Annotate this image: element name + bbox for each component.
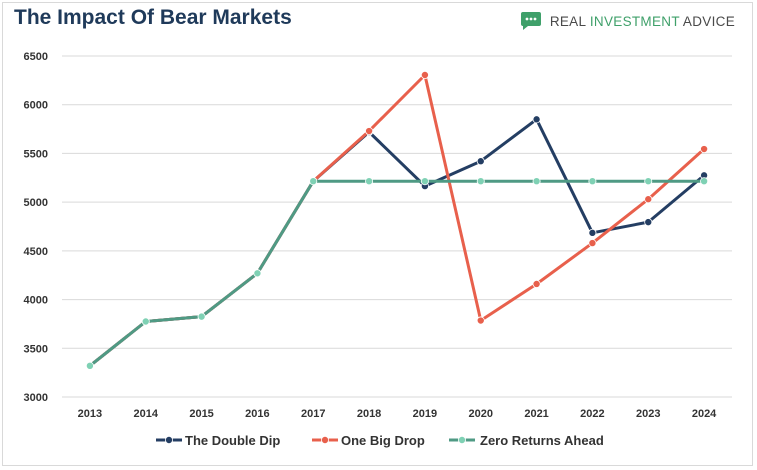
y-tick-label: 6000: [24, 100, 48, 112]
brand-logo: REAL INVESTMENT ADVICE: [519, 9, 735, 33]
legend-label: Zero Returns Ahead: [480, 433, 604, 448]
data-point: [644, 195, 653, 204]
data-point: [85, 361, 94, 370]
series-line-0: [88, 117, 706, 368]
y-tick-label: 4000: [24, 295, 48, 307]
brand-name-part-1: REAL: [549, 13, 590, 29]
data-point: [365, 127, 374, 136]
x-tick-label: 2019: [413, 408, 437, 420]
chat-bubble-icon: [520, 12, 541, 30]
x-tick-label: 2023: [636, 408, 660, 420]
data-point: [365, 177, 374, 186]
x-tick-label: 2016: [245, 408, 269, 420]
data-point: [141, 317, 150, 326]
data-point: [309, 177, 318, 186]
brand-name: REAL INVESTMENT ADVICE: [550, 14, 735, 29]
legend-label: One Big Drop: [341, 433, 425, 448]
y-tick-label: 5000: [24, 197, 48, 209]
data-point: [532, 279, 541, 288]
brand-name-part-2: ADVICE: [679, 13, 735, 29]
chart-title: The Impact Of Bear Markets: [14, 6, 292, 29]
x-tick-label: 2024: [692, 408, 717, 420]
data-point: [420, 177, 429, 186]
data-point: [644, 218, 653, 227]
data-point: [476, 177, 485, 186]
series-line-1: [88, 73, 706, 368]
legend-swatch-marker: [457, 435, 466, 444]
data-point: [588, 177, 597, 186]
x-tick-label: 2018: [357, 408, 381, 420]
x-tick-label: 2022: [580, 408, 604, 420]
data-point: [644, 177, 653, 186]
data-point: [197, 312, 206, 321]
chart-frame: [2, 2, 753, 466]
data-point: [476, 316, 485, 325]
data-point: [700, 145, 709, 154]
y-tick-label: 5500: [24, 148, 48, 160]
legend-swatch-marker: [320, 435, 329, 444]
y-tick-label: 6500: [24, 51, 48, 63]
x-tick-label: 2021: [524, 408, 548, 420]
x-tick-label: 2017: [301, 408, 325, 420]
data-point: [476, 157, 485, 166]
y-tick-label: 3500: [24, 343, 48, 355]
x-tick-label: 2020: [469, 408, 493, 420]
data-point: [700, 177, 709, 186]
data-point: [532, 115, 541, 124]
legend-label: The Double Dip: [185, 433, 280, 448]
series-line-2: [88, 179, 706, 368]
x-tick-label: 2014: [134, 408, 159, 420]
brand-name-accent: INVESTMENT: [589, 13, 680, 29]
data-point: [588, 239, 597, 248]
x-tick-label: 2013: [78, 408, 102, 420]
x-tick-label: 2015: [189, 408, 213, 420]
data-point: [420, 70, 429, 79]
y-tick-label: 4500: [24, 246, 48, 258]
y-tick-label: 3000: [24, 392, 48, 404]
data-point: [588, 228, 597, 237]
data-point: [532, 177, 541, 186]
data-point: [253, 269, 262, 278]
legend-swatch-marker: [164, 435, 173, 444]
